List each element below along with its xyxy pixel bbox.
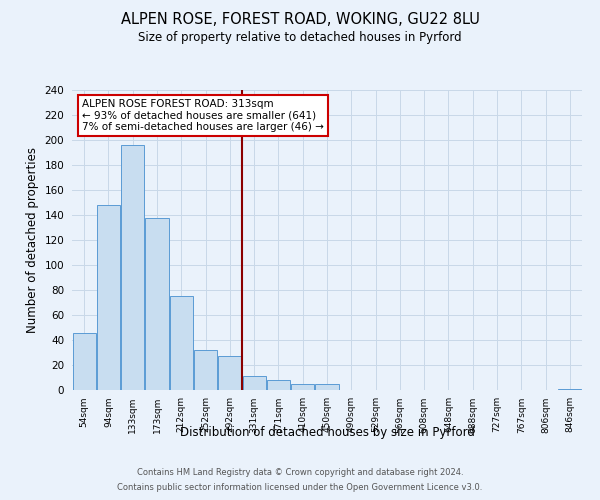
- Text: ALPEN ROSE, FOREST ROAD, WOKING, GU22 8LU: ALPEN ROSE, FOREST ROAD, WOKING, GU22 8L…: [121, 12, 479, 28]
- Bar: [267, 380, 290, 390]
- Bar: [170, 296, 193, 390]
- Text: Distribution of detached houses by size in Pyrford: Distribution of detached houses by size …: [179, 426, 475, 439]
- Bar: [97, 205, 120, 390]
- Text: Contains HM Land Registry data © Crown copyright and database right 2024.: Contains HM Land Registry data © Crown c…: [137, 468, 463, 477]
- Bar: [145, 218, 169, 390]
- Bar: [316, 384, 338, 390]
- Bar: [121, 145, 144, 390]
- Bar: [73, 332, 95, 390]
- Text: ALPEN ROSE FOREST ROAD: 313sqm
← 93% of detached houses are smaller (641)
7% of : ALPEN ROSE FOREST ROAD: 313sqm ← 93% of …: [82, 99, 324, 132]
- Bar: [559, 389, 581, 390]
- Bar: [291, 384, 314, 390]
- Bar: [218, 356, 241, 390]
- Y-axis label: Number of detached properties: Number of detached properties: [26, 147, 39, 333]
- Bar: [242, 376, 266, 390]
- Text: Contains public sector information licensed under the Open Government Licence v3: Contains public sector information licen…: [118, 483, 482, 492]
- Bar: [194, 350, 217, 390]
- Text: Size of property relative to detached houses in Pyrford: Size of property relative to detached ho…: [138, 31, 462, 44]
